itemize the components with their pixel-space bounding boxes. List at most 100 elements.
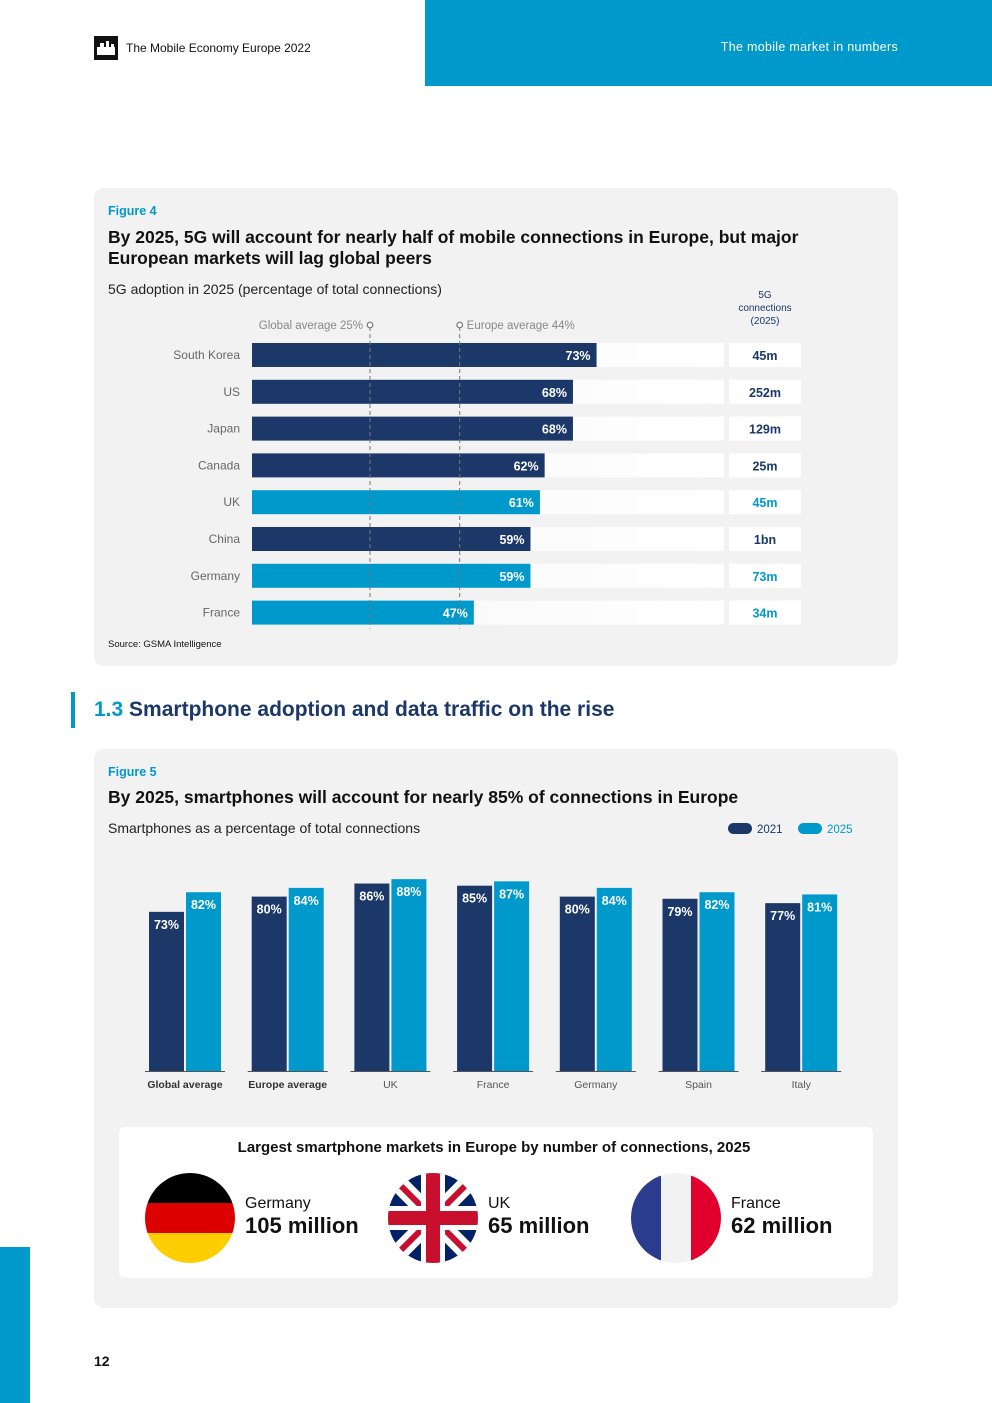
bar-value-label: 62% bbox=[514, 459, 539, 473]
category-label: France bbox=[477, 1079, 510, 1091]
bar bbox=[186, 892, 221, 1071]
category-label: Italy bbox=[792, 1079, 812, 1091]
section-title: Smartphone adoption and data traffic on … bbox=[129, 698, 615, 721]
figure-5-subtitle: Smartphones as a percentage of total con… bbox=[108, 820, 421, 836]
bar bbox=[149, 911, 184, 1071]
connections-header-text: connections bbox=[738, 303, 791, 314]
bar bbox=[252, 527, 531, 551]
bar-value-label: 73% bbox=[154, 918, 179, 932]
bar-value-label: 59% bbox=[499, 570, 524, 584]
bar bbox=[596, 887, 632, 1071]
largest-markets-title: Largest smartphone markets in Europe by … bbox=[237, 1139, 751, 1156]
report-title: The Mobile Economy Europe 2022 bbox=[126, 41, 311, 55]
bar bbox=[252, 563, 531, 588]
bar-value-label: 88% bbox=[396, 885, 421, 899]
header-band bbox=[425, 0, 992, 86]
connections-cell bbox=[729, 453, 801, 478]
connections-value: 25m bbox=[752, 459, 777, 473]
bar-value-label: 82% bbox=[704, 898, 729, 912]
connections-cell bbox=[729, 379, 801, 404]
connections-cell bbox=[729, 490, 801, 515]
bar bbox=[494, 881, 530, 1071]
figure-5-label: Figure 5 bbox=[108, 765, 157, 779]
bar-value-label: 61% bbox=[509, 496, 534, 510]
connections-value: 34m bbox=[752, 607, 777, 621]
page-number: 12 bbox=[94, 1353, 110, 1369]
market-value: 65 million bbox=[488, 1213, 590, 1238]
bar bbox=[662, 898, 698, 1071]
section-accent-bar bbox=[71, 692, 75, 728]
bar-value-label: 59% bbox=[499, 533, 524, 547]
section-heading: 1.3 Smartphone adoption and data traffic… bbox=[94, 698, 614, 722]
connections-cell bbox=[729, 527, 801, 551]
figure-4-label: Figure 4 bbox=[108, 204, 157, 218]
bar bbox=[765, 903, 801, 1071]
market-value: 62 million bbox=[731, 1213, 833, 1238]
reference-marker bbox=[366, 321, 374, 329]
connections-value: 252m bbox=[749, 386, 781, 400]
market-uk: UK 65 million bbox=[388, 1173, 618, 1263]
france-flag-icon bbox=[631, 1173, 721, 1263]
bar-value-label: 68% bbox=[542, 423, 567, 437]
bar bbox=[559, 896, 595, 1071]
largest-markets-box: Largest smartphone markets in Europe by … bbox=[119, 1127, 873, 1278]
bar-value-label: 82% bbox=[191, 898, 216, 912]
germany-flag-icon bbox=[145, 1173, 235, 1263]
market-country: Germany bbox=[245, 1195, 311, 1212]
side-accent-bar bbox=[0, 1247, 30, 1403]
bar-category-label: Germany bbox=[191, 569, 240, 583]
uk-flag-icon bbox=[388, 1173, 478, 1263]
5g-adoption-chart: 5G connections (2025) South Korea 73% 45m US 68… bbox=[173, 290, 801, 629]
connections-cell bbox=[729, 600, 801, 625]
bar-category-label: Canada bbox=[198, 458, 240, 472]
bar bbox=[802, 894, 838, 1071]
bar bbox=[252, 490, 540, 515]
bar-category-label: China bbox=[209, 532, 241, 546]
reference-line-label: Europe average 44% bbox=[467, 320, 575, 332]
connections-cell bbox=[729, 563, 801, 588]
market-country: UK bbox=[488, 1195, 511, 1212]
market-country: France bbox=[731, 1195, 781, 1212]
market-france: France 62 million bbox=[631, 1173, 861, 1263]
connections-header-text: 5G bbox=[758, 290, 772, 301]
bar-value-label: 87% bbox=[499, 887, 524, 901]
bar-value-label: 85% bbox=[462, 892, 487, 906]
section-header-title: The mobile market in numbers bbox=[720, 40, 898, 54]
connections-value: 129m bbox=[749, 423, 781, 437]
category-label: Germany bbox=[574, 1079, 618, 1091]
bar bbox=[699, 892, 735, 1071]
bar-category-label: South Korea bbox=[173, 348, 240, 362]
connections-value: 1bn bbox=[754, 533, 776, 547]
connections-value: 45m bbox=[752, 349, 777, 363]
connections-cell bbox=[729, 343, 801, 367]
connections-cell bbox=[729, 416, 801, 441]
bar bbox=[252, 600, 474, 625]
bar-value-label: 84% bbox=[602, 894, 627, 908]
bar-value-label: 77% bbox=[770, 909, 795, 923]
smartphone-adoption-chart: 2021 2025 73% 82% Global average 80% 84% Europe… bbox=[145, 823, 853, 1091]
bar-value-label: 80% bbox=[257, 903, 282, 917]
bar bbox=[252, 453, 545, 478]
bar-category-label: France bbox=[203, 606, 241, 620]
figure-4-subtitle: 5G adoption in 2025 (percentage of total… bbox=[108, 281, 442, 297]
bar bbox=[252, 416, 573, 441]
bar bbox=[251, 896, 287, 1071]
category-label: UK bbox=[383, 1079, 398, 1091]
category-label: Spain bbox=[685, 1079, 712, 1091]
market-value: 105 million bbox=[245, 1213, 359, 1238]
reference-line-label: Global average 25% bbox=[259, 320, 363, 332]
legend-swatch bbox=[798, 823, 822, 834]
connections-value: 73m bbox=[752, 570, 777, 584]
bar-value-label: 68% bbox=[542, 386, 567, 400]
bar-value-label: 80% bbox=[565, 903, 590, 917]
figure-4-source: Source: GSMA Intelligence bbox=[108, 639, 222, 650]
bar-value-label: 81% bbox=[807, 900, 832, 914]
legend-label: 2025 bbox=[827, 824, 853, 836]
bar bbox=[252, 379, 573, 404]
bar-value-label: 47% bbox=[443, 607, 468, 621]
bar bbox=[252, 343, 597, 367]
bar-category-label: US bbox=[223, 385, 240, 399]
legend-swatch bbox=[728, 823, 752, 834]
reference-marker bbox=[456, 321, 464, 329]
figure-5-title: By 2025, smartphones will account for ne… bbox=[108, 787, 739, 807]
